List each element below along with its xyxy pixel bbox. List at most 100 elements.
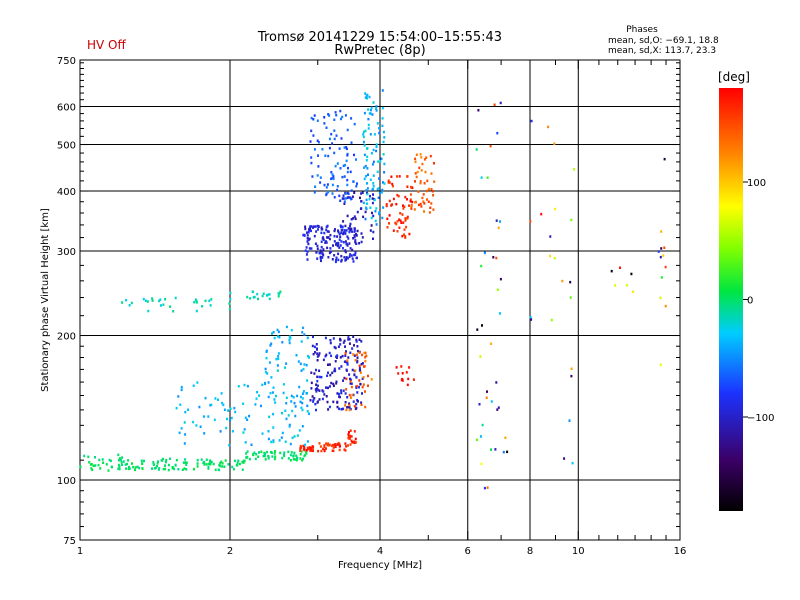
data-point: [299, 447, 302, 450]
data-point: [660, 276, 663, 279]
data-point: [169, 305, 172, 308]
data-point: [353, 344, 355, 347]
data-point: [386, 217, 389, 221]
data-point: [414, 180, 416, 183]
data-point: [630, 272, 633, 276]
data-point: [663, 157, 666, 161]
data-point: [314, 402, 317, 406]
data-point: [105, 463, 108, 466]
data-point: [372, 184, 375, 188]
data-point: [318, 389, 321, 392]
data-point: [292, 396, 295, 399]
data-point: [273, 452, 276, 455]
data-point: [305, 253, 308, 256]
data-point: [563, 457, 566, 460]
data-point: [293, 451, 296, 455]
data-point: [351, 248, 354, 252]
data-point: [272, 440, 275, 444]
data-point: [236, 461, 239, 465]
data-point: [363, 166, 366, 169]
data-point: [321, 397, 324, 401]
y-tick-label: 200: [57, 332, 76, 343]
data-point: [274, 401, 277, 404]
data-point: [325, 442, 328, 445]
data-point: [231, 430, 234, 433]
data-point: [268, 293, 271, 296]
data-point: [345, 146, 348, 149]
data-point: [101, 458, 104, 461]
data-point: [349, 380, 352, 383]
data-point: [340, 365, 343, 368]
data-point: [366, 202, 368, 205]
data-point: [340, 137, 343, 140]
data-point: [338, 367, 341, 370]
data-point: [423, 182, 426, 185]
data-point: [355, 338, 358, 342]
data-point: [364, 96, 367, 99]
data-point: [290, 328, 293, 332]
data-point: [331, 371, 334, 375]
data-point: [346, 363, 349, 366]
data-point: [245, 456, 248, 459]
data-point: [281, 456, 284, 460]
data-point: [278, 439, 281, 442]
data-point: [367, 384, 369, 387]
data-point: [128, 467, 131, 470]
data-point: [426, 179, 429, 183]
data-point: [306, 231, 308, 234]
data-point: [342, 231, 345, 234]
data-point: [329, 385, 331, 388]
data-point: [338, 392, 340, 396]
data-point: [141, 467, 144, 470]
data-point: [348, 406, 351, 409]
data-point: [161, 457, 164, 461]
data-point: [427, 200, 430, 203]
data-point: [253, 451, 256, 454]
data-point: [350, 229, 352, 232]
data-point: [313, 148, 316, 151]
data-point: [346, 396, 349, 399]
data-point: [308, 237, 311, 241]
data-point: [319, 255, 322, 259]
data-point: [183, 442, 186, 445]
data-point: [227, 463, 230, 466]
data-point: [345, 147, 348, 151]
data-point: [334, 445, 337, 448]
data-point: [338, 407, 341, 411]
data-point: [319, 445, 322, 448]
data-point: [361, 392, 363, 395]
data-point: [271, 332, 273, 335]
data-point: [99, 467, 102, 470]
data-point: [171, 466, 174, 469]
data-point: [300, 395, 302, 399]
data-point: [202, 415, 205, 418]
data-point: [272, 386, 275, 389]
data-point: [333, 254, 336, 257]
data-point: [231, 465, 234, 469]
data-point: [275, 357, 278, 361]
data-point: [406, 217, 409, 220]
data-point: [353, 122, 356, 126]
data-point: [383, 171, 386, 174]
data-point: [118, 457, 121, 460]
data-point: [264, 370, 267, 374]
data-point: [336, 162, 339, 165]
data-point: [342, 232, 345, 236]
data-point: [300, 406, 303, 409]
data-point: [152, 461, 155, 464]
data-point: [403, 205, 406, 208]
data-point: [331, 183, 334, 187]
data-point: [325, 228, 328, 232]
data-point: [353, 235, 356, 239]
data-point: [316, 119, 319, 122]
data-point: [402, 204, 404, 207]
data-point: [351, 441, 354, 444]
data-point: [410, 185, 412, 189]
data-point: [263, 451, 266, 455]
data-point: [353, 153, 355, 157]
data-point: [299, 449, 302, 452]
data-point: [244, 441, 247, 444]
data-point: [340, 389, 343, 392]
data-point: [245, 452, 248, 455]
data-point: [278, 336, 281, 339]
